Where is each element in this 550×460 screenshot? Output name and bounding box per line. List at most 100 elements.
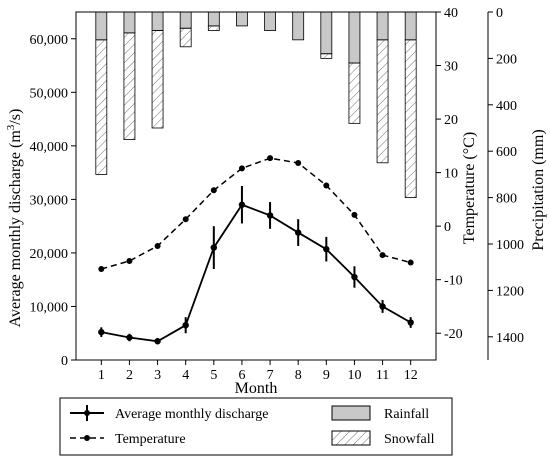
left-axis-tick-label: 40,000	[30, 140, 69, 155]
left-axis-tick-label: 60,000	[30, 33, 69, 48]
precipitation-axis-tick-label: 400	[496, 99, 517, 114]
temperature-axis-tick-label: 20	[444, 113, 458, 128]
x-axis-tick-label: 2	[126, 368, 133, 383]
x-axis-tick-label: 1	[98, 368, 105, 383]
left-axis-tick-label: 0	[61, 354, 68, 369]
x-axis-tick-label: 7	[267, 368, 274, 383]
precipitation-axis-tick-label: 200	[496, 52, 517, 67]
discharge-point	[379, 303, 386, 310]
discharge-line	[101, 203, 412, 343]
temperature-point	[182, 216, 189, 223]
snowfall-bar	[179, 27, 192, 48]
plot-frame	[75, 11, 437, 361]
rainfall-bar	[151, 11, 164, 31]
discharge-point	[182, 322, 189, 329]
snowfall-bar	[404, 39, 417, 198]
precipitation-axis-tick-label: 1200	[496, 284, 524, 299]
precipitation-axis-tick-label: 1400	[496, 331, 524, 346]
legend: Average monthly discharge Temperature Ra…	[59, 397, 453, 456]
discharge-point	[323, 245, 330, 253]
rainfall-bar	[179, 11, 192, 29]
temperature-point	[351, 211, 358, 218]
legend-marker-temperature	[84, 435, 90, 441]
precipitation-axis-tick-label: 0	[496, 6, 503, 21]
temperature-axis-label: Temperature (°C)	[461, 132, 478, 244]
legend-label-snowfall: Snowfall	[384, 432, 435, 447]
x-axis-tick-label: 10	[347, 368, 361, 383]
legend-label-discharge: Average monthly discharge	[115, 407, 268, 422]
temperature-axis-tick-label: 0	[444, 220, 451, 235]
temperature-axis-tick-label: 30	[444, 60, 458, 75]
snowfall-bar	[376, 39, 389, 164]
left-axis-tick-label: 30,000	[30, 193, 69, 208]
snowfall-bar	[151, 30, 164, 129]
discharge-point	[238, 201, 246, 208]
x-axis-tick-label: 11	[376, 368, 389, 383]
temperature-axis-tick-label: 10	[444, 167, 458, 182]
rainfall-bar	[320, 11, 333, 55]
temperature-point	[323, 182, 330, 189]
discharge-point	[210, 244, 218, 251]
legend-box	[59, 397, 453, 456]
legend-label-temperature: Temperature	[115, 432, 186, 447]
legend-swatch-snowfall	[331, 430, 371, 446]
temperature-line	[101, 157, 411, 270]
discharge-point	[351, 273, 358, 281]
temperature-point	[210, 187, 217, 194]
legend-entry-temperature: Temperature	[70, 432, 186, 447]
snowfall-bar	[207, 25, 220, 31]
legend-entry-rainfall: Rainfall	[331, 405, 429, 422]
legend-swatch-rainfall	[331, 405, 371, 421]
discharge-point	[98, 328, 105, 336]
temperature-axis-tick-label: 40	[444, 6, 458, 21]
temperature-point	[407, 259, 414, 266]
discharge-point	[407, 319, 414, 326]
temperature-point	[126, 257, 133, 264]
x-axis-tick-label: 12	[404, 368, 418, 383]
data-lines	[98, 155, 414, 345]
left-axis-tick-label: 10,000	[30, 300, 69, 315]
rainfall-bar	[123, 11, 136, 34]
precipitation-axis-tick-label: 600	[496, 145, 517, 160]
snowfall-bar	[95, 39, 108, 175]
temperature-axis-tick-label: -20	[444, 327, 463, 342]
rainfall-bar	[264, 11, 276, 31]
x-axis-tick-label: 4	[182, 368, 189, 383]
x-axis-tick-label: 6	[238, 368, 245, 383]
left-axis-label: Average monthly discharge (m3/s)	[5, 109, 24, 328]
rainfall-bar	[95, 11, 108, 41]
precipitation-axis-tick-label: 800	[496, 192, 517, 207]
snowfall-bar	[348, 62, 361, 124]
temperature-point	[98, 265, 105, 272]
snowfall-bar	[123, 32, 136, 141]
temperature-point	[295, 159, 302, 166]
discharge-point	[126, 334, 133, 341]
rainfall-bar	[207, 11, 220, 27]
temperature-point	[267, 155, 274, 162]
rainfall-bar	[348, 11, 361, 64]
left-axis-tick-label: 50,000	[30, 86, 69, 101]
snowfall-bar	[320, 53, 333, 59]
x-axis-label: Month	[235, 380, 278, 397]
legend-label-rainfall: Rainfall	[384, 407, 429, 422]
x-axis-tick-label: 8	[295, 368, 302, 383]
legend-entry-discharge: Average monthly discharge	[70, 405, 268, 422]
left-axis-tick-label: 20,000	[30, 247, 69, 262]
rainfall-bar	[236, 11, 248, 27]
legend-entry-snowfall: Snowfall	[331, 430, 435, 447]
x-axis-tick-label: 5	[210, 368, 217, 383]
rainfall-bar	[376, 11, 389, 41]
rainfall-bar	[404, 11, 417, 41]
temperature-axis-tick-label: -10	[444, 274, 463, 289]
precipitation-axis-label: Precipitation (mm)	[530, 129, 547, 250]
temperature-point	[379, 252, 386, 259]
temperature-point	[154, 242, 161, 249]
discharge-point	[266, 212, 274, 219]
x-axis-tick-label: 3	[154, 368, 161, 383]
precipitation-axis-tick-label: 1000	[496, 238, 524, 253]
x-axis-tick-label: 9	[323, 368, 330, 383]
precipitation-bars	[95, 11, 417, 198]
legend-marker-discharge	[84, 410, 90, 416]
